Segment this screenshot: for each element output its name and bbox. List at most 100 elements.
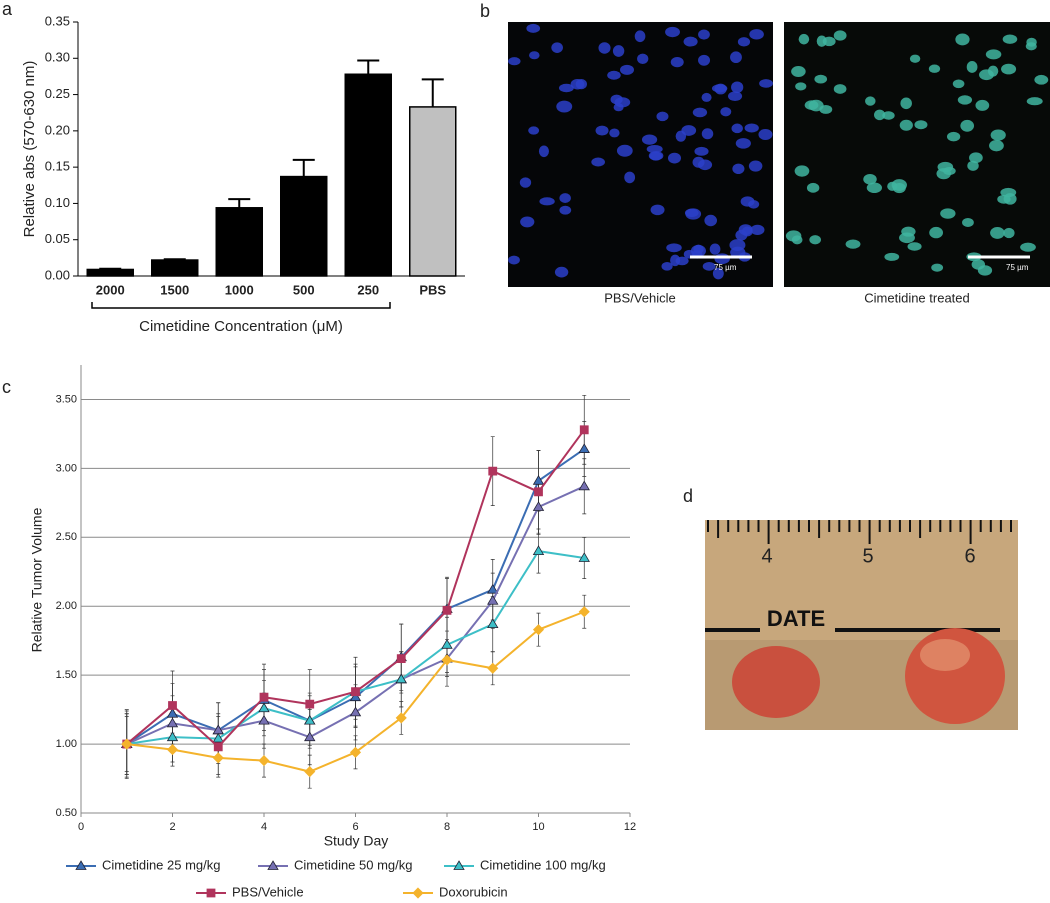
y-tick-label: 0.30 (45, 50, 70, 65)
marker (532, 624, 545, 636)
nucleus (744, 123, 759, 133)
nucleus (727, 91, 743, 102)
marker (487, 583, 499, 594)
marker (532, 545, 545, 555)
nucleus (670, 57, 684, 68)
nucleus (528, 126, 540, 135)
nucleus (731, 81, 744, 94)
nucleus (985, 49, 1002, 60)
nucleus (822, 36, 836, 47)
nucleus (884, 252, 900, 261)
nucleus (929, 226, 944, 239)
x-tick-label: 4 (261, 821, 267, 833)
nucleus (697, 159, 713, 171)
nucleus (863, 173, 877, 185)
legend-item: Cimetidine 25 mg/kg (66, 857, 221, 872)
nucleus (735, 229, 748, 241)
marker (258, 702, 270, 713)
nucleus (900, 97, 912, 110)
nucleus (559, 205, 572, 215)
marker (441, 639, 453, 649)
x-tick-label: 2000 (96, 282, 125, 297)
legend-item: PBS/Vehicle (196, 884, 304, 899)
marker (441, 654, 453, 666)
tumor (732, 646, 820, 718)
nucleus (1002, 34, 1018, 44)
marker (304, 714, 316, 725)
marker (395, 712, 407, 724)
nucleus (634, 30, 646, 43)
bar (215, 207, 263, 277)
panel-b: b 75 µm 75 µm PBS/Vehicle Cimetidine tre… (480, 1, 1050, 305)
nucleus (785, 230, 802, 242)
nucleus (759, 79, 773, 88)
nucleus (609, 128, 620, 138)
marker (121, 738, 133, 750)
nucleus (749, 29, 764, 40)
nucleus (887, 181, 898, 191)
nucleus (899, 119, 913, 131)
nucleus (989, 140, 1004, 152)
y-tick-label: 0.00 (45, 267, 70, 282)
legend-label: Cimetidine 100 mg/kg (480, 857, 606, 872)
x-axis-label: Study Day (324, 833, 389, 849)
ruler (707, 520, 1012, 544)
nucleus (637, 53, 649, 64)
nucleus (556, 100, 573, 113)
marker (166, 707, 179, 718)
nucleus (806, 182, 820, 193)
marker (453, 860, 465, 870)
nucleus (833, 30, 847, 41)
nucleus (990, 129, 1006, 141)
nucleus (804, 100, 819, 110)
nucleus (701, 128, 714, 140)
nucleus (909, 54, 921, 63)
nucleus (612, 45, 625, 57)
nucleus (692, 107, 708, 118)
nucleus (684, 208, 699, 218)
nucleus (656, 111, 669, 122)
nucleus (591, 157, 605, 167)
marker (212, 752, 224, 764)
bar (344, 73, 392, 277)
tumor-highlight (920, 639, 970, 671)
marker (532, 475, 545, 485)
nucleus (907, 242, 922, 251)
nucleus (971, 259, 986, 270)
x-tick-label: 2 (169, 821, 175, 833)
nucleus (681, 125, 697, 136)
nucleus (508, 57, 521, 66)
nucleus (737, 37, 751, 47)
ruler-label: 4 (761, 545, 772, 567)
nucleus (990, 226, 1005, 239)
nucleus (748, 160, 763, 172)
nucleus (529, 51, 540, 60)
nucleus (702, 261, 716, 271)
panel-d: d 4 5 6 DATE (683, 486, 1018, 730)
y-tick-label: 1.50 (56, 669, 77, 681)
nucleus (791, 66, 806, 78)
nucleus (955, 33, 970, 46)
marker (442, 605, 452, 615)
nuclei (508, 23, 773, 280)
nucleus (874, 109, 886, 121)
nucleus (809, 235, 822, 245)
x-tick-label: 6 (352, 821, 358, 833)
marker (487, 618, 499, 629)
nucleus (866, 182, 882, 194)
nucleus (928, 64, 941, 73)
nucleus (729, 239, 746, 251)
legend-label: Doxorubicin (439, 884, 508, 899)
marker (75, 860, 87, 870)
nucleus (701, 92, 712, 102)
nucleus (1020, 242, 1036, 252)
nucleus (665, 26, 680, 38)
nucleus (666, 243, 682, 253)
nucleus (931, 263, 944, 272)
nucleus (865, 96, 876, 106)
nucleus (554, 266, 569, 278)
nucleus (698, 29, 710, 40)
x-tick-label: 10 (532, 821, 544, 833)
nucleus (814, 74, 828, 84)
